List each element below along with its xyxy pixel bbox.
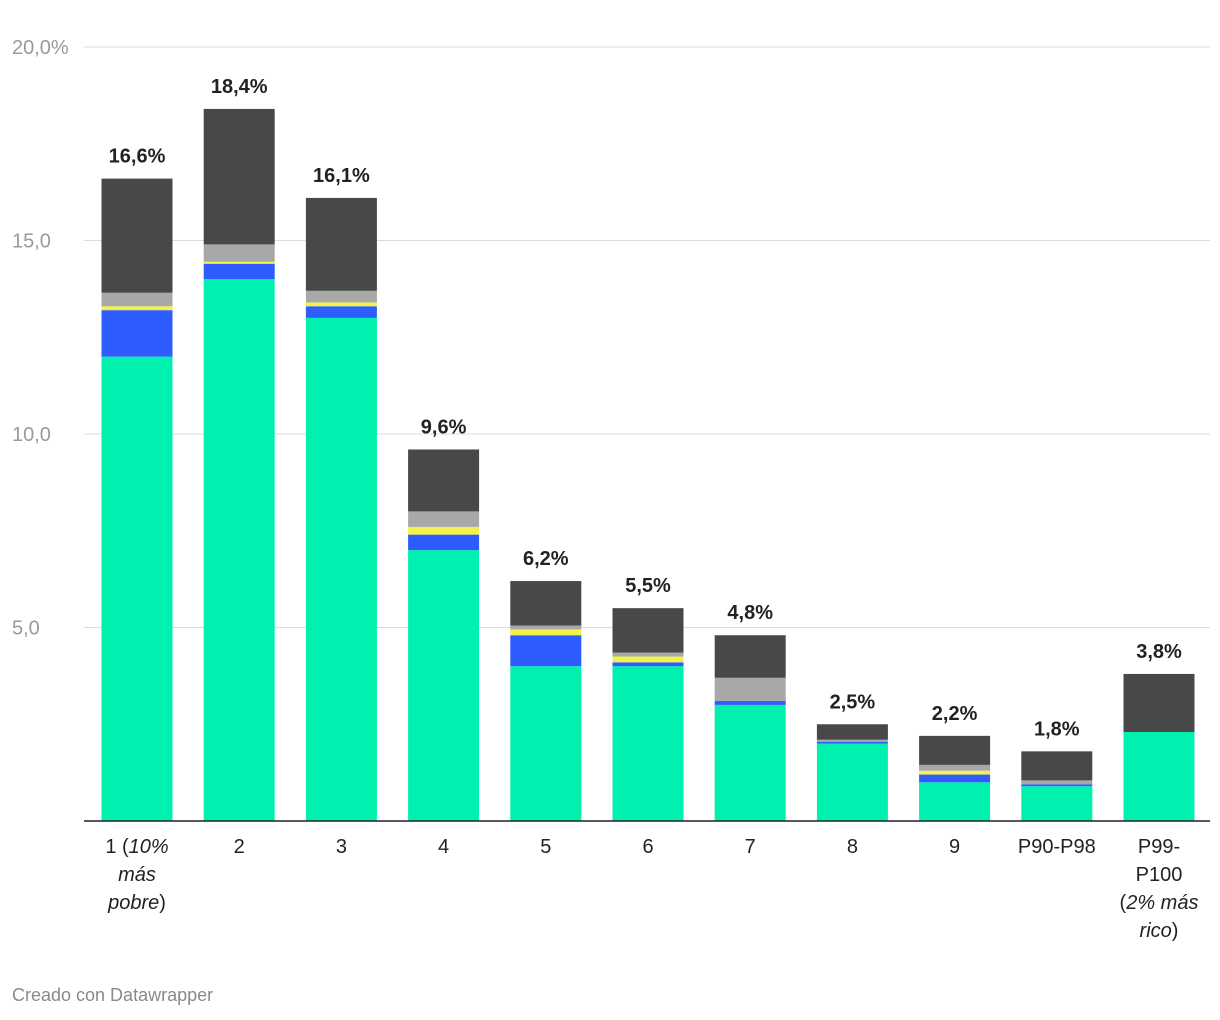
bar-segment xyxy=(816,739,888,742)
bar-segment xyxy=(203,263,275,280)
y-axis-tick-labels: 5,0 10,0 15,0 20,0% xyxy=(12,37,69,640)
bar-segment xyxy=(1021,751,1093,781)
bar-segment xyxy=(408,550,480,821)
bar-segment xyxy=(1123,731,1195,821)
footer-credit: Creado con Datawrapper xyxy=(12,985,214,1005)
total-label: 2,2% xyxy=(932,703,978,725)
category-label: 9 xyxy=(949,836,960,858)
category-labels: 1 (10% más pobre) 2 3 4 5 6 7 8 9 P90-P98 P99-P100 (2… xyxy=(105,836,1198,942)
category-label: 1 (10% más pobre) xyxy=(105,836,168,914)
bar-segment xyxy=(612,666,684,821)
bar-segment xyxy=(919,774,991,783)
bar-segment xyxy=(919,735,991,765)
bar-segment xyxy=(919,764,991,771)
category-label: P99-P100 (2% más rico) xyxy=(1120,836,1199,942)
bar-segment xyxy=(101,306,173,311)
bar-segment xyxy=(203,279,275,821)
bar-segment xyxy=(612,608,684,653)
bar-segment xyxy=(408,449,480,512)
bar-segment xyxy=(612,662,684,667)
bar-segment xyxy=(101,292,173,307)
total-label: 18,4% xyxy=(211,76,268,98)
category-label: 4 xyxy=(438,836,449,858)
bar-segment xyxy=(816,741,888,744)
category-label: 2 xyxy=(234,836,245,858)
y-tick-label: 5,0 xyxy=(12,618,40,640)
bar-segment xyxy=(101,310,173,357)
bar-segment xyxy=(101,178,173,293)
category-label: 6 xyxy=(642,836,653,858)
total-label: 3,8% xyxy=(1136,641,1182,663)
bar-segment xyxy=(408,526,480,535)
bar-segment xyxy=(305,197,377,291)
total-label: 4,8% xyxy=(727,602,773,624)
y-tick-label: 20,0% xyxy=(12,37,69,59)
bar-segment xyxy=(714,701,786,705)
total-label: 5,5% xyxy=(625,575,671,597)
bar-segment xyxy=(714,704,786,821)
bar-segment xyxy=(612,652,684,657)
bar-segment xyxy=(816,724,888,740)
bar-segment xyxy=(510,625,582,630)
bar-segment xyxy=(305,290,377,303)
bar-segment xyxy=(1021,780,1093,785)
bars xyxy=(101,108,1195,821)
bar-segment xyxy=(714,677,786,702)
bar-segment xyxy=(408,511,480,527)
total-label: 6,2% xyxy=(523,548,569,570)
bar-segment xyxy=(510,635,582,667)
bar-segment xyxy=(1021,786,1093,821)
y-tick-label: 15,0 xyxy=(12,231,51,253)
bar-segment xyxy=(203,261,275,264)
bar-segment xyxy=(305,317,377,821)
bar-segment xyxy=(1123,673,1195,732)
bar-segment xyxy=(919,770,991,775)
total-label: 16,1% xyxy=(313,165,370,187)
total-label: 9,6% xyxy=(421,416,467,438)
bar-segment xyxy=(510,629,582,636)
bar-segment xyxy=(612,656,684,663)
total-label: 16,6% xyxy=(109,146,166,168)
category-label: 7 xyxy=(745,836,756,858)
bar-segment xyxy=(305,306,377,318)
category-label: 5 xyxy=(540,836,551,858)
bar-segment xyxy=(101,356,173,821)
category-label: 8 xyxy=(847,836,858,858)
bar-segment xyxy=(714,635,786,678)
y-tick-label: 10,0 xyxy=(12,424,51,446)
bar-segment xyxy=(408,534,480,551)
bar-segment xyxy=(305,302,377,307)
category-label: P90-P98 xyxy=(1018,836,1096,858)
total-label: 1,8% xyxy=(1034,718,1080,740)
bar-segment xyxy=(816,743,888,821)
bar-segment xyxy=(919,782,991,821)
category-label: 3 xyxy=(336,836,347,858)
bar-segment xyxy=(1021,784,1093,787)
bar-segment xyxy=(510,581,582,626)
total-labels: 16,6% 18,4% 16,1% 9,6% 6,2% 5,5% 4,8% 2,5% 2,2% 1… xyxy=(109,76,1182,740)
bar-segment xyxy=(203,108,275,245)
bar-segment xyxy=(510,666,582,821)
total-label: 2,5% xyxy=(830,691,876,713)
bar-segment xyxy=(203,244,275,262)
